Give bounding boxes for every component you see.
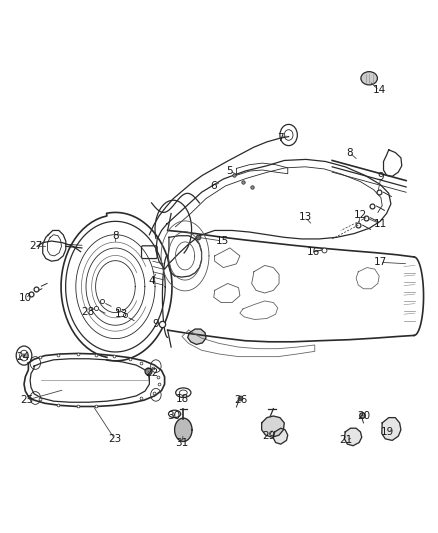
Ellipse shape [361,71,378,85]
Polygon shape [187,329,206,344]
Polygon shape [382,418,401,440]
Text: 5: 5 [226,166,233,176]
Text: 8: 8 [346,148,353,158]
Circle shape [22,353,26,358]
Text: 30: 30 [167,411,180,421]
Text: 22: 22 [145,368,158,377]
Text: 13: 13 [114,309,128,319]
Text: 9: 9 [378,172,384,182]
Text: 21: 21 [339,435,353,446]
Text: 23: 23 [108,434,121,444]
Text: 29: 29 [262,431,276,441]
Text: 19: 19 [381,427,395,437]
Polygon shape [344,428,362,446]
Text: 12: 12 [354,209,367,220]
Text: 20: 20 [357,411,370,421]
Polygon shape [273,428,288,444]
Text: 15: 15 [216,236,229,246]
Text: 4: 4 [148,276,155,286]
Text: 9: 9 [152,319,159,329]
Text: 16: 16 [307,247,321,257]
Text: 17: 17 [374,257,387,267]
Text: 10: 10 [19,293,32,303]
Text: 6: 6 [211,181,217,191]
Text: 14: 14 [373,85,386,95]
Text: 13: 13 [299,212,312,222]
Text: 24: 24 [17,352,30,361]
Polygon shape [175,418,192,441]
Text: 25: 25 [20,395,33,405]
Text: 18: 18 [175,394,189,404]
Text: 27: 27 [30,241,43,252]
Text: 8: 8 [112,231,119,241]
Text: 26: 26 [234,395,247,405]
Polygon shape [261,416,284,437]
Text: 28: 28 [81,306,94,317]
Text: 31: 31 [175,438,189,448]
Text: 7: 7 [277,133,283,143]
Text: 11: 11 [374,219,388,229]
